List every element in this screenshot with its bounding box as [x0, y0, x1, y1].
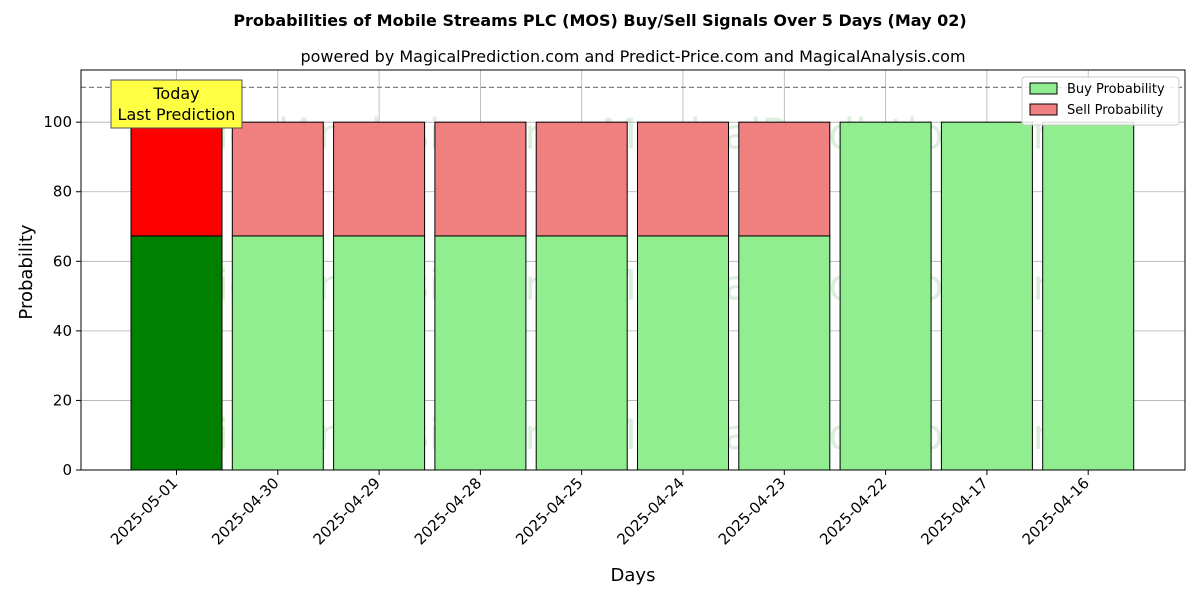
x-tick-label: 2025-04-16 — [1019, 474, 1093, 548]
today-annotation: Today Last Prediction — [110, 79, 243, 129]
legend-label-sell: Sell Probability — [1067, 103, 1164, 118]
annotation-box — [110, 79, 243, 129]
y-tick-label: 40 — [53, 322, 72, 340]
buy-bar — [231, 235, 324, 471]
buy-bar — [738, 235, 831, 471]
y-tick-label: 20 — [53, 391, 72, 409]
buy-bar — [940, 121, 1033, 471]
x-tick-label: 2025-04-29 — [310, 474, 384, 548]
buy-bar — [535, 235, 628, 471]
y-tick-label: 100 — [43, 113, 72, 131]
buy-bar — [839, 121, 932, 471]
x-tick-label: 2025-04-23 — [715, 474, 789, 548]
plot-frame — [80, 69, 1186, 471]
sell-bar — [130, 121, 223, 237]
legend-box — [1021, 76, 1180, 126]
y-tick-label: 60 — [53, 252, 72, 270]
x-tick-label: 2025-04-24 — [613, 474, 687, 548]
x-tick-label: 2025-04-28 — [411, 474, 485, 548]
chart-title: Probabilities of Mobile Streams PLC (MOS… — [233, 11, 966, 30]
sell-bar — [231, 121, 324, 237]
x-tick-label: 2025-05-01 — [107, 474, 181, 548]
x-axis-label: Days — [611, 565, 656, 586]
x-tick-label: 2025-04-25 — [512, 474, 586, 548]
y-tick-label: 80 — [53, 183, 72, 201]
y-axis-label: Probability — [16, 224, 37, 319]
x-tick-label: 2025-04-17 — [917, 474, 991, 548]
legend: Buy Probability Sell Probability — [1021, 76, 1180, 126]
bar-layer — [130, 121, 1135, 471]
sell-bar — [738, 121, 831, 237]
legend-swatch-buy — [1029, 82, 1058, 95]
y-tick-label: 0 — [62, 461, 72, 479]
annotation-line-1: Today — [152, 84, 199, 103]
buy-bar — [637, 235, 729, 471]
legend-swatch-sell — [1029, 103, 1058, 116]
sell-bar — [535, 121, 628, 237]
buy-bar — [333, 235, 426, 471]
sell-bar — [333, 121, 426, 237]
buy-bar — [1042, 121, 1135, 471]
sell-bar — [434, 121, 527, 237]
sell-bar — [637, 121, 729, 237]
legend-label-buy: Buy Probability — [1067, 82, 1165, 97]
chart-subtitle: powered by MagicalPrediction.com and Pre… — [300, 47, 965, 66]
buy-bar — [130, 235, 223, 471]
buy-bar — [434, 235, 527, 471]
x-tick-label: 2025-04-22 — [816, 474, 890, 548]
x-tick-label: 2025-04-30 — [208, 474, 282, 548]
annotation-line-2: Last Prediction — [118, 105, 236, 124]
